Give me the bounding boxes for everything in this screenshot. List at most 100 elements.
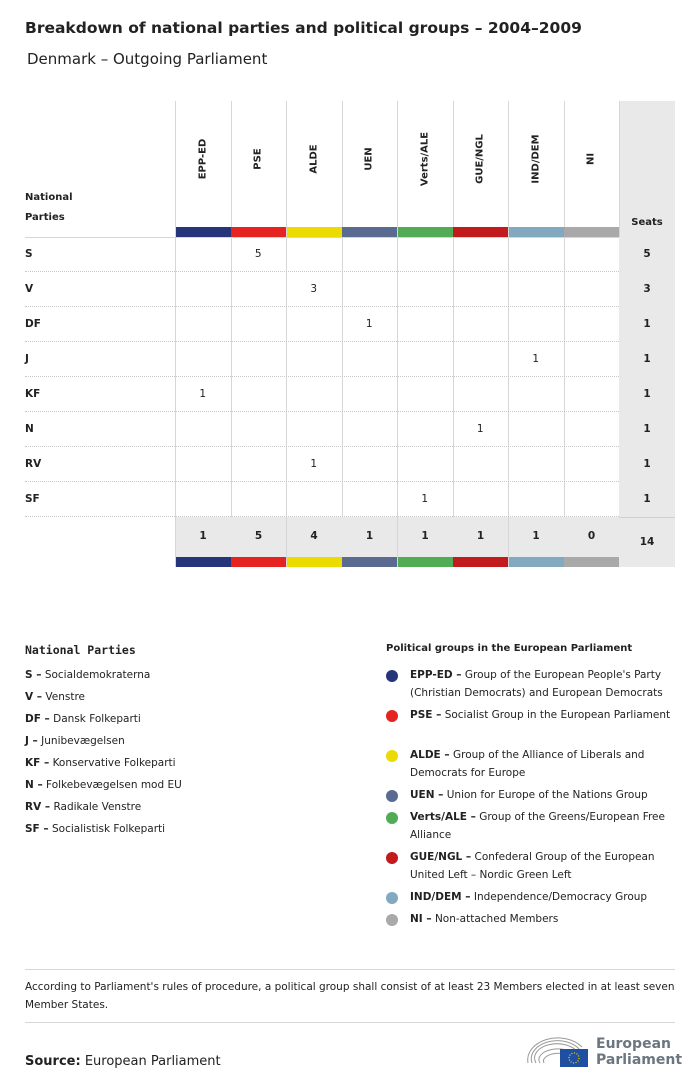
group-color-dot <box>386 892 398 904</box>
legend-name: Socialdemokraterna <box>44 669 151 681</box>
group-header-label: Verts/ALE <box>419 131 431 187</box>
seat-count-cell: 5 <box>254 248 262 260</box>
column-divider <box>452 101 454 567</box>
group-total: 5 <box>231 517 286 557</box>
group-header-label: GUE/NGL <box>474 134 486 184</box>
seat-count-cell: 1 <box>476 423 484 435</box>
legend-abbr: RV – <box>25 801 51 813</box>
legend-party-item: KF – Konservative Folkeparti <box>25 757 176 769</box>
legend-party-item: SF – Socialistisk Folkeparti <box>25 823 165 835</box>
group-header: EPP-ED <box>175 101 231 227</box>
seat-count-cell: 1 <box>532 353 540 365</box>
legend-abbr: ALDE – <box>410 749 450 761</box>
logo-line2: Parliament <box>596 1052 683 1068</box>
legend-group-item: UEN – Union for Europe of the Nations Gr… <box>410 786 680 804</box>
group-total: 1 <box>175 517 231 557</box>
column-divider <box>341 101 343 567</box>
legend-name: Union for Europe of the Nations Group <box>446 789 648 801</box>
party-code: S <box>25 248 33 260</box>
party-seats: 1 <box>619 412 675 447</box>
group-color-dot <box>386 790 398 802</box>
group-color-bar <box>564 227 619 237</box>
legend-abbr: NI – <box>410 913 432 925</box>
seat-count-cell: 3 <box>310 283 318 295</box>
group-total: 0 <box>564 517 619 557</box>
group-color-dot <box>386 710 398 722</box>
legend-abbr: IND/DEM – <box>410 891 471 903</box>
group-header-label: NI <box>585 152 597 166</box>
group-color-bar <box>453 557 508 567</box>
group-color-bar <box>508 557 564 567</box>
party-header-line2: Parties <box>25 212 65 223</box>
group-color-dot <box>386 812 398 824</box>
legend-abbr: DF – <box>25 713 50 725</box>
group-header-label: PSE <box>252 148 264 170</box>
legend-abbr: N – <box>25 779 43 791</box>
group-header: NI <box>564 101 620 227</box>
party-code: RV <box>25 458 42 470</box>
legend-name: Group of the Greens/European Free Allian… <box>410 811 665 841</box>
note: According to Parliament's rules of proce… <box>25 981 675 1011</box>
legend-abbr: UEN – <box>410 789 444 801</box>
ep-logo: European Parliament <box>526 1033 682 1069</box>
group-color-bar <box>342 557 397 567</box>
party-seats: 1 <box>619 342 675 377</box>
group-color-dot <box>386 670 398 682</box>
legend-abbr: GUE/NGL – <box>410 851 472 863</box>
party-code: N <box>25 423 34 435</box>
legend-group-item: GUE/NGL – Confederal Group of the Europe… <box>410 848 680 884</box>
legend-name: Folkebevægelsen mod EU <box>46 779 182 791</box>
legend-parties-title: National Parties <box>25 643 136 657</box>
group-color-dot <box>386 852 398 864</box>
legend-party-item: J – Junibevægelsen <box>25 735 125 747</box>
legend-group-item: EPP-ED – Group of the European People's … <box>410 666 680 702</box>
group-total: 1 <box>397 517 453 557</box>
seat-count-cell: 1 <box>365 318 373 330</box>
column-divider <box>563 101 565 567</box>
source: Source: European Parliament <box>25 1054 221 1069</box>
group-color-bar <box>231 557 286 567</box>
seats-header: Seats <box>631 217 663 228</box>
legend-abbr: V – <box>25 691 43 703</box>
legend-party-item: V – Venstre <box>25 691 85 703</box>
legend-party-item: N – Folkebevægelsen mod EU <box>25 779 182 791</box>
legend-party-item: DF – Dansk Folkeparti <box>25 713 141 725</box>
legend-abbr: EPP-ED – <box>410 669 462 681</box>
table-row: DF 1 1 <box>25 307 675 342</box>
legend-group-item: IND/DEM – Independence/Democracy Group <box>410 888 680 906</box>
seat-count-cell: 1 <box>421 493 429 505</box>
group-total: 1 <box>342 517 397 557</box>
party-seats: 1 <box>619 307 675 342</box>
table-row: SF 1 1 <box>25 482 675 517</box>
seat-count-cell: 1 <box>310 458 318 470</box>
group-header: GUE/NGL <box>453 101 509 227</box>
hemicycle-icon <box>527 1037 588 1067</box>
source-label: Source: <box>25 1054 81 1069</box>
logo-line1: European <box>596 1036 671 1052</box>
party-code: DF <box>25 318 41 330</box>
party-seats: 5 <box>619 237 675 272</box>
legend-abbr: PSE – <box>410 709 442 721</box>
party-seats: 1 <box>619 447 675 482</box>
legend-group-item: PSE – Socialist Group in the European Pa… <box>410 706 680 724</box>
table-row: V 3 3 <box>25 272 675 307</box>
source-value: European Parliament <box>84 1054 221 1069</box>
group-color-bar <box>342 227 397 237</box>
table-row: S 5 5 <box>25 237 675 272</box>
party-header: National Parties <box>25 188 73 228</box>
table-row: KF 1 1 <box>25 377 675 412</box>
page-title: Breakdown of national parties and politi… <box>25 19 582 37</box>
legend-name: Venstre <box>45 691 86 703</box>
header-divider <box>25 237 675 238</box>
group-header: PSE <box>231 101 287 227</box>
seat-count-cell: 1 <box>199 388 207 400</box>
legend-name: Socialistisk Folkeparti <box>51 823 166 835</box>
divider <box>25 1022 675 1023</box>
group-color-bar <box>453 227 508 237</box>
column-divider <box>230 101 232 567</box>
page-subtitle: Denmark – Outgoing Parliament <box>27 50 268 68</box>
group-header-label: IND/DEM <box>530 134 542 184</box>
legend-group-item: ALDE – Group of the Alliance of Liberals… <box>410 746 680 782</box>
group-color-bar <box>286 227 342 237</box>
legend-name: Independence/Democracy Group <box>473 891 648 903</box>
